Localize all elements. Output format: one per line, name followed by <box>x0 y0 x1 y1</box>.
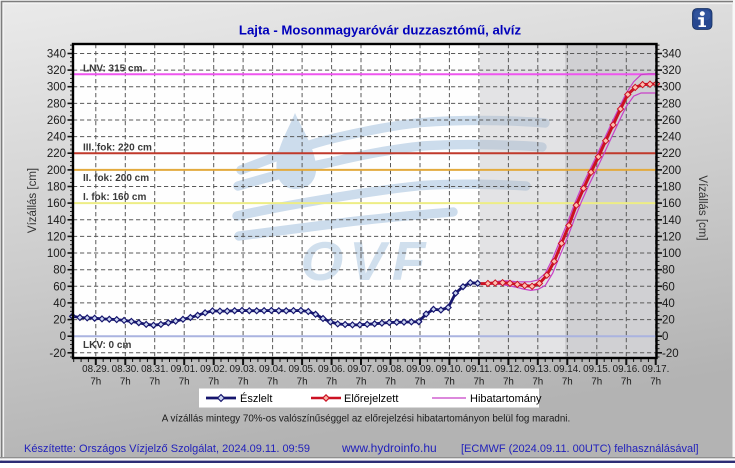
svg-text:60: 60 <box>662 281 675 293</box>
svg-text:260: 260 <box>47 115 66 127</box>
svg-text:08.29.: 08.29. <box>82 364 109 375</box>
svg-text:08.31.: 08.31. <box>141 364 168 375</box>
svg-text:Észlelt: Észlelt <box>240 392 272 405</box>
svg-text:100: 100 <box>47 248 66 260</box>
svg-text:[ECMWF (2024.09.11. 00UTC) fel: [ECMWF (2024.09.11. 00UTC) felhasználásá… <box>461 443 699 455</box>
svg-text:09.17.: 09.17. <box>642 364 669 375</box>
svg-text:I. fok: 160 cm: I. fok: 160 cm <box>83 192 146 203</box>
svg-text:120: 120 <box>47 231 66 243</box>
svg-text:7h: 7h <box>415 377 426 388</box>
svg-text:40: 40 <box>53 298 66 310</box>
svg-text:Előrejelzett: Előrejelzett <box>344 393 398 405</box>
svg-text:www.hydroinfo.hu: www.hydroinfo.hu <box>341 441 437 455</box>
svg-text:09.04.: 09.04. <box>259 364 286 375</box>
svg-text:140: 140 <box>662 215 681 227</box>
svg-text:140: 140 <box>47 215 66 227</box>
svg-text:280: 280 <box>662 98 681 110</box>
svg-text:20: 20 <box>662 315 675 327</box>
svg-text:240: 240 <box>47 132 66 144</box>
svg-text:7h: 7h <box>473 377 484 388</box>
svg-text:200: 200 <box>662 165 681 177</box>
svg-text:20: 20 <box>53 315 66 327</box>
svg-text:0: 0 <box>662 331 668 343</box>
svg-text:7h: 7h <box>149 377 160 388</box>
svg-text:7h: 7h <box>238 377 249 388</box>
svg-text:260: 260 <box>662 115 681 127</box>
svg-text:09.06.: 09.06. <box>318 364 345 375</box>
svg-text:340: 340 <box>47 49 66 61</box>
svg-text:09.12.: 09.12. <box>495 364 522 375</box>
svg-text:180: 180 <box>47 182 66 194</box>
svg-text:7h: 7h <box>532 377 543 388</box>
svg-text:09.05.: 09.05. <box>288 364 315 375</box>
svg-text:7h: 7h <box>650 377 661 388</box>
svg-text:200: 200 <box>47 165 66 177</box>
svg-text:60: 60 <box>53 281 66 293</box>
svg-text:Készítette: Országos Vízjelző: Készítette: Országos Vízjelző Szolgálat,… <box>24 443 310 455</box>
svg-text:09.13.: 09.13. <box>524 364 551 375</box>
svg-text:7h: 7h <box>503 377 514 388</box>
svg-text:7h: 7h <box>297 377 308 388</box>
svg-text:220: 220 <box>662 148 681 160</box>
svg-text:III. fok: 220 cm: III. fok: 220 cm <box>83 143 152 154</box>
svg-text:120: 120 <box>662 231 681 243</box>
svg-text:7h: 7h <box>621 377 632 388</box>
svg-text:7h: 7h <box>444 377 455 388</box>
svg-text:180: 180 <box>662 182 681 194</box>
svg-text:7h: 7h <box>356 377 367 388</box>
svg-text:Lajta - Mosonmagyaróvár duzzas: Lajta - Mosonmagyaróvár duzzasztómű, alv… <box>239 23 522 38</box>
svg-text:09.09.: 09.09. <box>406 364 433 375</box>
svg-text:320: 320 <box>662 65 681 77</box>
svg-text:7h: 7h <box>179 377 190 388</box>
svg-text:300: 300 <box>47 82 66 94</box>
svg-text:160: 160 <box>47 198 66 210</box>
svg-text:Hibatartomány: Hibatartomány <box>470 393 542 405</box>
svg-text:80: 80 <box>662 265 675 277</box>
svg-text:08.30.: 08.30. <box>112 364 139 375</box>
svg-text:09.14.: 09.14. <box>554 364 581 375</box>
svg-text:09.16.: 09.16. <box>613 364 640 375</box>
svg-text:7h: 7h <box>208 377 219 388</box>
svg-text:09.11.: 09.11. <box>466 364 493 375</box>
svg-text:LKV: 0 cm: LKV: 0 cm <box>83 340 131 351</box>
svg-text:0: 0 <box>60 331 66 343</box>
svg-text:320: 320 <box>47 65 66 77</box>
svg-text:7h: 7h <box>385 377 396 388</box>
svg-text:09.01.: 09.01. <box>171 364 198 375</box>
svg-text:Vízállás [cm]: Vízállás [cm] <box>27 168 39 233</box>
svg-text:7h: 7h <box>120 377 131 388</box>
svg-text:A vízállás mintegy 70%-os való: A vízállás mintegy 70%-os valószínűségge… <box>162 414 570 425</box>
svg-text:II. fok: 200 cm: II. fok: 200 cm <box>83 173 149 184</box>
svg-text:160: 160 <box>662 198 681 210</box>
svg-text:100: 100 <box>662 248 681 260</box>
svg-text:7h: 7h <box>562 377 573 388</box>
svg-text:300: 300 <box>662 82 681 94</box>
svg-text:09.07.: 09.07. <box>347 364 374 375</box>
svg-text:09.02.: 09.02. <box>200 364 227 375</box>
svg-text:220: 220 <box>47 148 66 160</box>
svg-text:09.15.: 09.15. <box>583 364 610 375</box>
svg-text:240: 240 <box>662 132 681 144</box>
svg-text:-20: -20 <box>662 348 679 360</box>
svg-text:7h: 7h <box>90 377 101 388</box>
svg-text:OVF: OVF <box>300 230 431 292</box>
svg-text:09.10.: 09.10. <box>436 364 463 375</box>
svg-text:LNV: 315 cm.: LNV: 315 cm. <box>83 64 145 75</box>
svg-text:09.08.: 09.08. <box>377 364 404 375</box>
svg-text:Vízállás [cm]: Vízállás [cm] <box>696 175 708 240</box>
svg-text:280: 280 <box>47 98 66 110</box>
svg-text:7h: 7h <box>326 377 337 388</box>
svg-text:80: 80 <box>53 265 66 277</box>
svg-text:09.03.: 09.03. <box>229 364 256 375</box>
svg-text:7h: 7h <box>267 377 278 388</box>
svg-text:340: 340 <box>662 49 681 61</box>
svg-text:7h: 7h <box>591 377 602 388</box>
svg-text:-20: -20 <box>49 348 66 360</box>
svg-text:40: 40 <box>662 298 675 310</box>
